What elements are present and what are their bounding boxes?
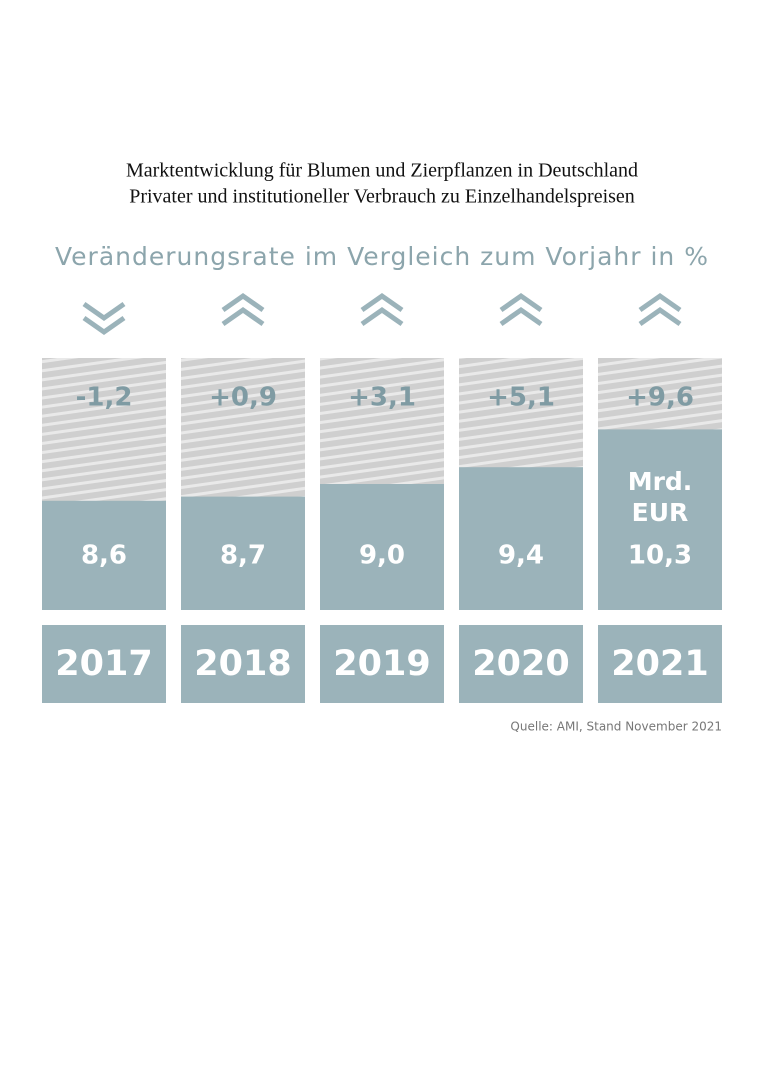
chart-title: Marktentwicklung für Blumen und Zierpfla… <box>126 160 638 182</box>
year-box <box>320 625 444 703</box>
change-arrow <box>360 292 404 313</box>
bar <box>320 484 444 610</box>
chart-subtitle: Privater und institutioneller Verbrauch … <box>129 186 635 208</box>
change-label: -1,2 <box>76 383 133 413</box>
value-label: 8,7 <box>220 541 266 571</box>
value-label: 9,4 <box>498 541 544 571</box>
change-label: +3,1 <box>348 383 416 413</box>
x-tick-label: 2019 <box>333 644 430 684</box>
change-arrow <box>360 306 404 327</box>
bar <box>459 467 583 610</box>
change-arrow <box>638 306 682 327</box>
value-label: 10,3 <box>628 541 692 571</box>
bar <box>598 429 722 610</box>
year-box <box>181 625 305 703</box>
value-label: 9,0 <box>359 541 405 571</box>
change-arrow <box>82 315 126 336</box>
unit-label: Mrd. EUR <box>627 467 693 527</box>
change-arrow <box>221 292 265 313</box>
x-tick-label: 2020 <box>472 644 569 684</box>
change-arrow <box>499 306 543 327</box>
x-tick-label: 2018 <box>194 644 291 684</box>
year-box <box>598 625 722 703</box>
x-tick-label: 2021 <box>611 644 708 684</box>
change-arrow <box>499 292 543 313</box>
change-arrow <box>638 292 682 313</box>
change-label: +5,1 <box>487 383 555 413</box>
year-box <box>42 625 166 703</box>
source: Quelle: AMI, Stand November 2021 <box>510 720 722 734</box>
year-box <box>459 625 583 703</box>
change-caption: Veränderungsrate im Vergleich zum Vorjah… <box>55 242 709 271</box>
bar <box>181 496 305 610</box>
x-tick-label: 2017 <box>55 644 152 684</box>
change-arrow <box>221 306 265 327</box>
change-label: +0,9 <box>209 383 277 413</box>
change-arrow <box>82 301 126 322</box>
value-label: 8,6 <box>81 541 127 571</box>
bar <box>42 500 166 610</box>
change-label: +9,6 <box>626 383 694 413</box>
